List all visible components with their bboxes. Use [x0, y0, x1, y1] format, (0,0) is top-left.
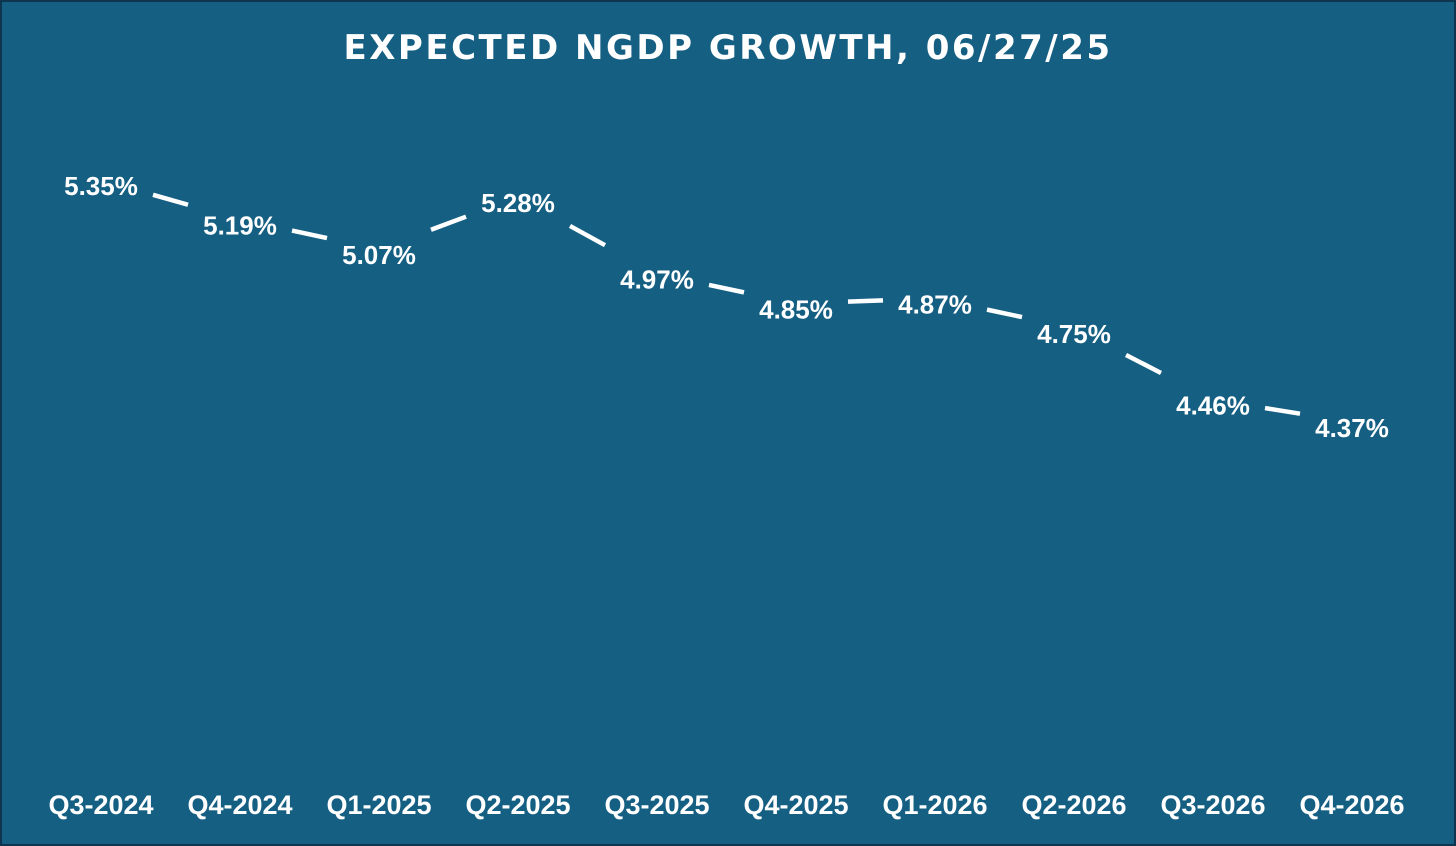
series-line-segment — [291, 228, 328, 241]
drop-lines — [100, 210, 1353, 762]
x-tick-label: Q3-2024 — [48, 790, 153, 820]
series-line-segment — [430, 214, 467, 232]
x-tick-label: Q2-2025 — [465, 790, 570, 820]
x-tick-label: Q2-2026 — [1021, 790, 1126, 820]
data-label: 4.75% — [1037, 319, 1111, 349]
x-tick-label: Q4-2025 — [743, 790, 848, 820]
data-labels: 5.35% 5.19% 5.07% 5.28% 4.97% 4.85% 4.87% 4.75%… — [64, 171, 1389, 443]
data-label: 4.87% — [898, 289, 972, 319]
series-line-segment — [986, 307, 1023, 320]
data-label: 5.07% — [342, 240, 416, 270]
series-line — [152, 192, 1301, 416]
chart-title: EXPECTED NGDP GROWTH, 06/27/25 — [343, 28, 1113, 68]
x-axis-labels: Q3-2024 Q4-2024 Q1-2025 Q2-2025 Q3-2025 Q4-20… — [48, 790, 1404, 820]
x-tick-label: Q4-2024 — [187, 790, 292, 820]
x-tick-label: Q3-2025 — [604, 790, 709, 820]
series-line-segment — [708, 282, 745, 295]
data-label: 5.35% — [64, 171, 138, 201]
data-label: 4.85% — [759, 294, 833, 324]
series-line-segment — [1264, 405, 1301, 416]
data-label: 4.46% — [1176, 391, 1250, 421]
data-label: 4.37% — [1315, 413, 1389, 443]
x-tick-label: Q1-2025 — [326, 790, 431, 820]
data-label: 4.97% — [620, 265, 694, 295]
x-tick-label: Q4-2026 — [1299, 790, 1404, 820]
series-line-segment — [152, 192, 189, 207]
data-label: 5.19% — [203, 210, 277, 240]
series-line-segment — [1124, 352, 1163, 375]
series-line-segment — [568, 223, 607, 248]
x-tick-label: Q3-2026 — [1160, 790, 1265, 820]
x-tick-label: Q1-2026 — [882, 790, 987, 820]
data-label: 5.28% — [481, 188, 555, 218]
series-line-segment — [847, 298, 884, 304]
